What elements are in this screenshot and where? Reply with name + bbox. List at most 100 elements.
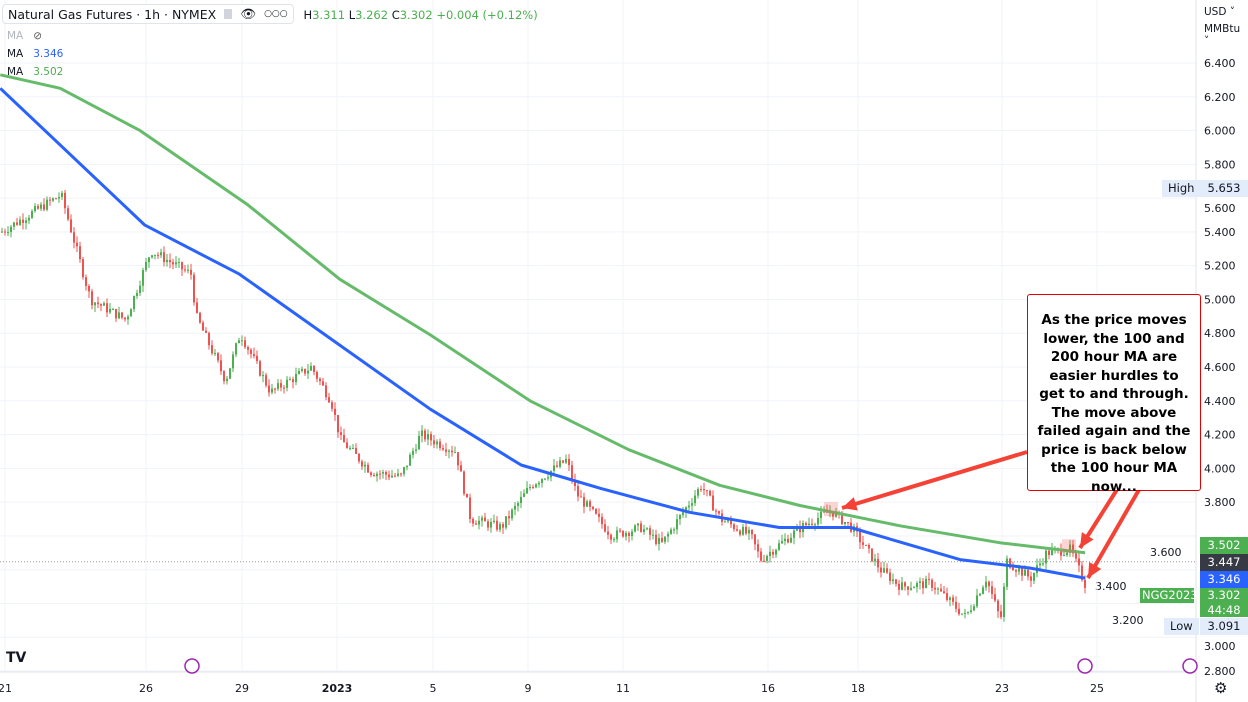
candle	[109, 308, 111, 313]
candle	[571, 465, 573, 480]
candle	[649, 528, 651, 535]
ma200-line	[0, 73, 1086, 555]
high-tag: 5.653	[1200, 180, 1248, 197]
candle	[160, 252, 162, 256]
high-value: 3.311	[312, 7, 346, 22]
candle	[886, 568, 888, 573]
low-tag: 3.091	[1200, 618, 1248, 635]
candle	[208, 332, 210, 346]
ma-legend-hidden[interactable]: MA ⊘	[7, 30, 538, 42]
candle	[583, 496, 585, 507]
candle	[73, 232, 75, 243]
candle	[139, 285, 141, 293]
candle	[727, 520, 729, 522]
ma100-line	[0, 87, 1086, 580]
candle	[790, 537, 792, 543]
candle	[220, 360, 222, 372]
candle	[814, 524, 816, 526]
candle	[205, 330, 207, 333]
candle	[364, 464, 366, 467]
candle	[955, 601, 957, 609]
candle	[700, 488, 702, 490]
candle	[457, 452, 459, 466]
candle	[898, 583, 900, 590]
candle	[766, 555, 768, 561]
ma-legend-100[interactable]: MA 3.346	[7, 48, 538, 60]
more-icon[interactable]: ○○○	[264, 9, 288, 19]
candle	[529, 486, 531, 488]
currency-label: USD	[1204, 6, 1227, 18]
candle	[13, 222, 15, 227]
flag-icon[interactable]	[224, 9, 233, 19]
candle	[430, 433, 432, 441]
candle	[4, 231, 6, 233]
candle	[739, 530, 741, 535]
candle	[97, 302, 99, 305]
candle	[466, 493, 468, 498]
eye-icon[interactable]: 👁	[240, 6, 257, 21]
candle	[34, 206, 36, 212]
candle	[574, 479, 576, 487]
candle	[328, 397, 330, 403]
candle	[316, 372, 318, 379]
candle	[1027, 569, 1029, 577]
candle	[58, 197, 60, 199]
crosshair-tag: 3.447	[1200, 554, 1248, 571]
candle	[85, 277, 87, 286]
candle	[355, 448, 357, 454]
candle	[598, 513, 600, 517]
candle	[349, 448, 351, 450]
candle	[625, 532, 627, 537]
currency-selector[interactable]: USD ˅	[1204, 6, 1236, 18]
candle	[247, 347, 249, 350]
candle	[757, 544, 759, 552]
candle	[691, 503, 693, 506]
candle	[775, 549, 777, 555]
candle	[1009, 558, 1011, 568]
candle	[262, 375, 264, 377]
eye-off-icon[interactable]: ⊘	[33, 30, 43, 42]
candle	[238, 340, 240, 344]
candle	[991, 586, 993, 595]
low-value: 3.262	[355, 7, 389, 22]
candle	[832, 511, 834, 517]
candle	[130, 309, 132, 317]
unit-selector[interactable]: MMBtu ˅	[1204, 23, 1241, 47]
candle	[304, 368, 306, 374]
candle	[40, 204, 42, 209]
candle	[877, 558, 879, 568]
candle	[619, 530, 621, 532]
symbol-title-box[interactable]: Natural Gas Futures · 1h · NYMEX 👁 ○○○	[2, 4, 294, 24]
candle	[472, 519, 474, 524]
candle	[736, 529, 738, 531]
candle	[862, 542, 864, 545]
candle	[667, 533, 669, 537]
candle	[976, 595, 978, 607]
close-value: 3.302	[399, 7, 433, 22]
candle	[487, 521, 489, 528]
candle	[358, 453, 360, 462]
candle	[223, 371, 225, 382]
candle	[490, 522, 492, 528]
candle	[55, 198, 57, 200]
candle	[118, 312, 120, 319]
candle	[64, 192, 66, 209]
candle	[904, 582, 906, 587]
candle	[646, 528, 648, 530]
candle	[1078, 558, 1080, 566]
y-tick-label: 6.200	[1204, 91, 1236, 104]
candle	[412, 450, 414, 455]
tradingview-logo[interactable]: TV	[6, 650, 27, 666]
candle	[985, 581, 987, 588]
countdown-tag: 44:48	[1200, 603, 1248, 617]
candle	[112, 308, 114, 310]
candle	[913, 587, 915, 589]
candle	[640, 523, 642, 532]
candle	[946, 593, 948, 600]
candle	[397, 473, 399, 476]
candle	[622, 530, 624, 537]
ma-legend-200[interactable]: MA 3.502	[7, 66, 538, 78]
settings-gear-icon[interactable]: ⚙	[1214, 679, 1228, 697]
x-tick-label: 5	[430, 682, 437, 695]
